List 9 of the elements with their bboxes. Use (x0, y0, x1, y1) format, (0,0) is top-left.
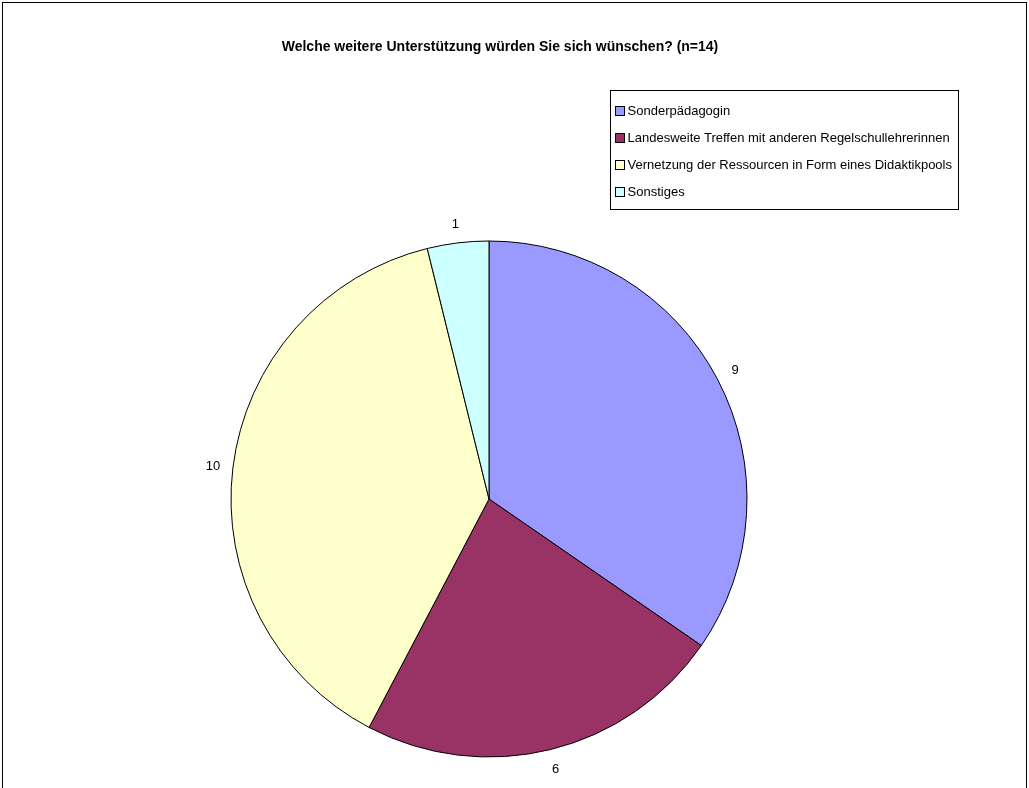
data-label: 9 (731, 362, 739, 378)
legend-label: Vernetzung der Ressourcen in Form eines Didaktikpools (627, 157, 952, 172)
data-label: 6 (551, 761, 560, 777)
legend-label: Sonstiges (627, 184, 685, 199)
legend-label: Sonderpädagogin (627, 103, 731, 118)
data-label: 1 (451, 215, 460, 231)
chart-title: Welche weitere Unterstützung würden Sie sich wünschen? (n=14) (280, 38, 720, 54)
legend-label: Landesweite Treffen mit anderen Regelschullehrerinnen (627, 130, 950, 145)
data-label: 10 (205, 457, 221, 473)
